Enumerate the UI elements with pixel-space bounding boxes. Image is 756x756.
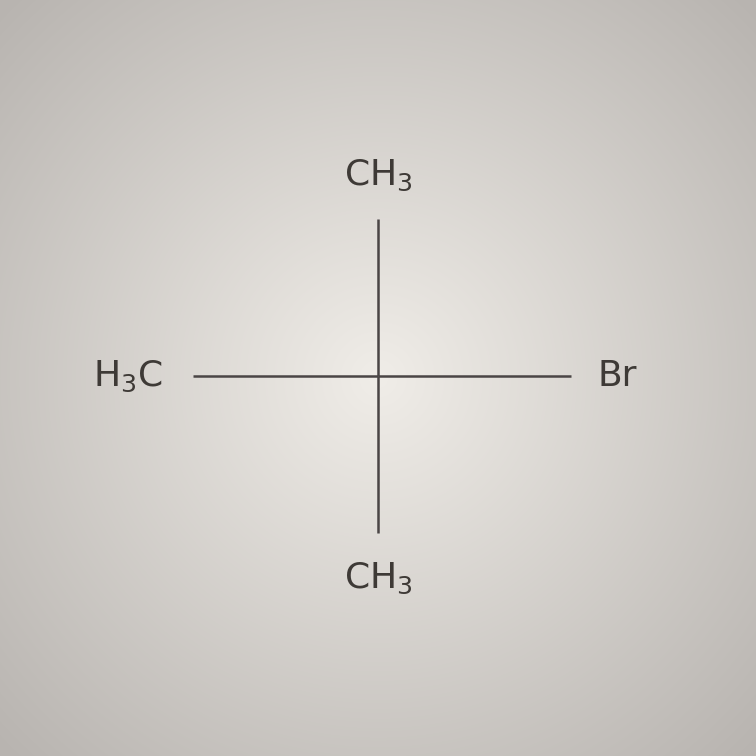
Text: Br: Br <box>597 360 637 393</box>
Text: H$_3$C: H$_3$C <box>93 359 163 394</box>
Text: CH$_3$: CH$_3$ <box>344 561 412 596</box>
Text: CH$_3$: CH$_3$ <box>344 157 412 193</box>
